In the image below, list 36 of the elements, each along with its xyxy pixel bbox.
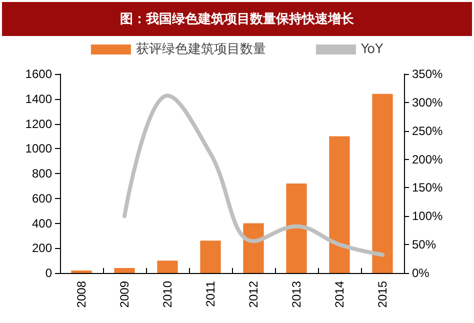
y-tick-label: 1200 [25,116,52,131]
y2-tick-label: 100% [412,209,444,224]
x-tick-label: 2014 [332,280,346,308]
y2-tick-label: 250% [412,124,444,138]
y-tick-label: 400 [32,216,52,230]
y-tick-label: 200 [32,241,52,256]
x-tick-label: 2015 [376,280,390,308]
bar [200,240,221,273]
y2-tick-label: 150% [412,180,444,195]
line-series [122,94,384,257]
x-tick-label: 2009 [118,280,132,308]
bar [114,268,135,273]
y2-tick-label: 0% [412,266,430,280]
y2-tick-label: 200% [412,152,444,166]
y-tick-label: 800 [32,166,52,180]
y-tick-label: 1400 [25,92,52,106]
bar [329,136,350,273]
y2-tick-label: 50% [412,238,436,252]
bar [157,260,178,273]
x-tick-label: 2011 [204,280,218,307]
y-tick-label: 0 [45,266,52,280]
y-tick-label: 1000 [25,142,52,156]
y-tick-label: 600 [32,191,52,206]
y-tick-label: 1600 [25,67,52,81]
y2-tick-label: 300% [412,95,444,110]
legend-label: YoY [360,42,384,57]
legend-label: 获评绿色建筑项目数量 [136,42,266,57]
chart-title: 图：我国绿色建筑项目数量保持快速增长 [2,2,472,36]
bar [243,223,264,273]
y2-tick-label: 350% [412,67,444,81]
x-tick-label: 2008 [74,280,88,308]
x-tick-label: 2013 [290,280,304,308]
x-tick-label: 2010 [160,280,174,308]
x-tick-label: 2012 [246,280,260,308]
bar [286,183,307,273]
bar [372,94,393,273]
